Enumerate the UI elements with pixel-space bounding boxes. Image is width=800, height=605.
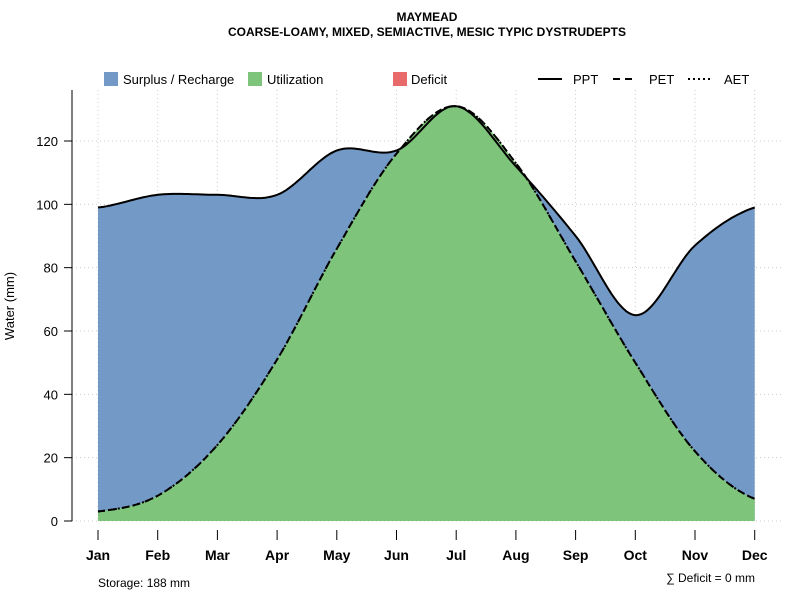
legend-label-deficit: Deficit: [411, 72, 448, 87]
utilization-area: [98, 106, 755, 521]
y-tick-label: 20: [44, 451, 58, 466]
y-tick-label: 100: [36, 197, 58, 212]
y-tick-label: 40: [44, 387, 58, 402]
storage-annotation: Storage: 188 mm: [98, 576, 190, 590]
chart-subtitle: COARSE-LOAMY, MIXED, SEMIACTIVE, MESIC T…: [228, 25, 626, 39]
legend-swatch-deficit: [393, 72, 407, 86]
x-tick-label-jul: Jul: [446, 547, 466, 563]
x-tick-label-mar: Mar: [205, 547, 230, 563]
legend: Surplus / Recharge Utilization Deficit P…: [104, 72, 749, 87]
deficit-annotation: ∑ Deficit = 0 mm: [666, 571, 755, 585]
x-tick-label-jun: Jun: [384, 547, 409, 563]
x-tick-label-oct: Oct: [624, 547, 648, 563]
series-lines: [97, 105, 756, 513]
x-tick-label-jan: Jan: [86, 547, 110, 563]
x-tick-label-sep: Sep: [563, 547, 589, 563]
x-tick-label-feb: Feb: [145, 547, 170, 563]
y-axis-label: Water (mm): [2, 272, 17, 340]
legend-label-aet: AET: [724, 72, 749, 87]
x-tick-label-may: May: [323, 547, 350, 563]
legend-label-pet: PET: [649, 72, 674, 87]
x-tick-label-apr: Apr: [265, 547, 290, 563]
x-tick-label-aug: Aug: [502, 547, 529, 563]
x-tick-label-dec: Dec: [742, 547, 768, 563]
areas: [98, 106, 755, 521]
legend-swatch-surplus: [104, 72, 118, 86]
legend-label-ppt: PPT: [573, 72, 598, 87]
y-tick-label: 120: [36, 134, 58, 149]
y-tick-label: 80: [44, 261, 58, 276]
ppt-line: [97, 105, 756, 317]
x-tick-label-nov: Nov: [682, 547, 709, 563]
y-tick-label: 60: [44, 324, 58, 339]
legend-label-utilization: Utilization: [267, 72, 323, 87]
pet-line: [97, 105, 756, 513]
y-tick-label: 0: [51, 514, 58, 529]
axes: 0 20 40 60 80 100 120 Jan Feb Mar Apr May Jun Jul Aug S…: [36, 90, 768, 563]
legend-label-surplus: Surplus / Recharge: [123, 72, 234, 87]
chart-title: MAYMEAD: [397, 10, 458, 24]
legend-swatch-utilization: [248, 72, 262, 86]
